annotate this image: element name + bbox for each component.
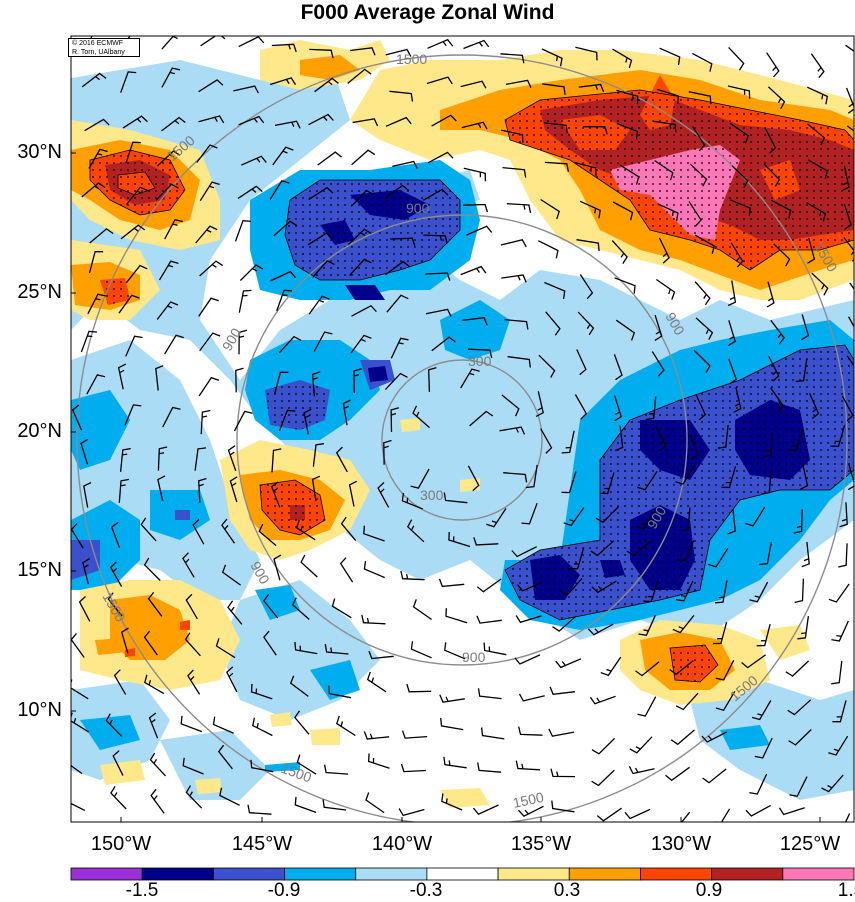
lat-label-15n: 15°N [0,559,62,582]
lat-label-20n: 20°N [0,420,62,443]
lat-label-25n: 25°N [0,281,62,304]
ring-label-300-bottom: 300 [420,487,444,503]
ring-label-900-bottom: 900 [462,649,486,665]
ring-label-1500-top: 1500 [396,51,427,67]
colorbar-label-0: -1.5 [112,880,172,902]
credit-box: © 2016 ECMWF R. Torn, UAlbany [68,38,140,57]
lon-label-125w: 125°W [765,833,855,856]
ring-label-900-top: 900 [406,200,430,216]
colorbar-label-4: 0.9 [679,880,739,902]
colorbar-label-1: -0.9 [254,880,314,902]
colorbar-label-3: 0.3 [537,880,597,902]
colorbar-swatch [640,868,711,880]
lon-label-140w: 140°W [357,833,447,856]
lon-label-135w: 135°W [496,833,586,856]
lon-label-150w: 150°W [76,833,166,856]
colorbar-swatch [783,868,854,880]
lat-label-10n: 10°N [0,699,62,722]
colorbar-swatch [142,868,213,880]
credit-line-1: © 2016 ECMWF [72,39,139,48]
colorbar-swatch [285,868,356,880]
colorbar [71,868,854,880]
colorbar-swatch [71,868,142,880]
lon-label-145w: 145°W [217,833,307,856]
lon-label-130w: 130°W [636,833,726,856]
colorbar-swatch [427,868,498,880]
colorbar-swatch [712,868,783,880]
colorbar-label-5: 1.5 [821,880,855,902]
colorbar-swatch [498,868,569,880]
colorbar-label-2: -0.3 [396,880,456,902]
colorbar-swatch [569,868,640,880]
lat-label-30n: 30°N [0,141,62,164]
credit-line-2: R. Torn, UAlbany [72,48,139,57]
ring-label-300-top: 300 [468,353,492,369]
colorbar-swatch [213,868,284,880]
colorbar-swatch [356,868,427,880]
